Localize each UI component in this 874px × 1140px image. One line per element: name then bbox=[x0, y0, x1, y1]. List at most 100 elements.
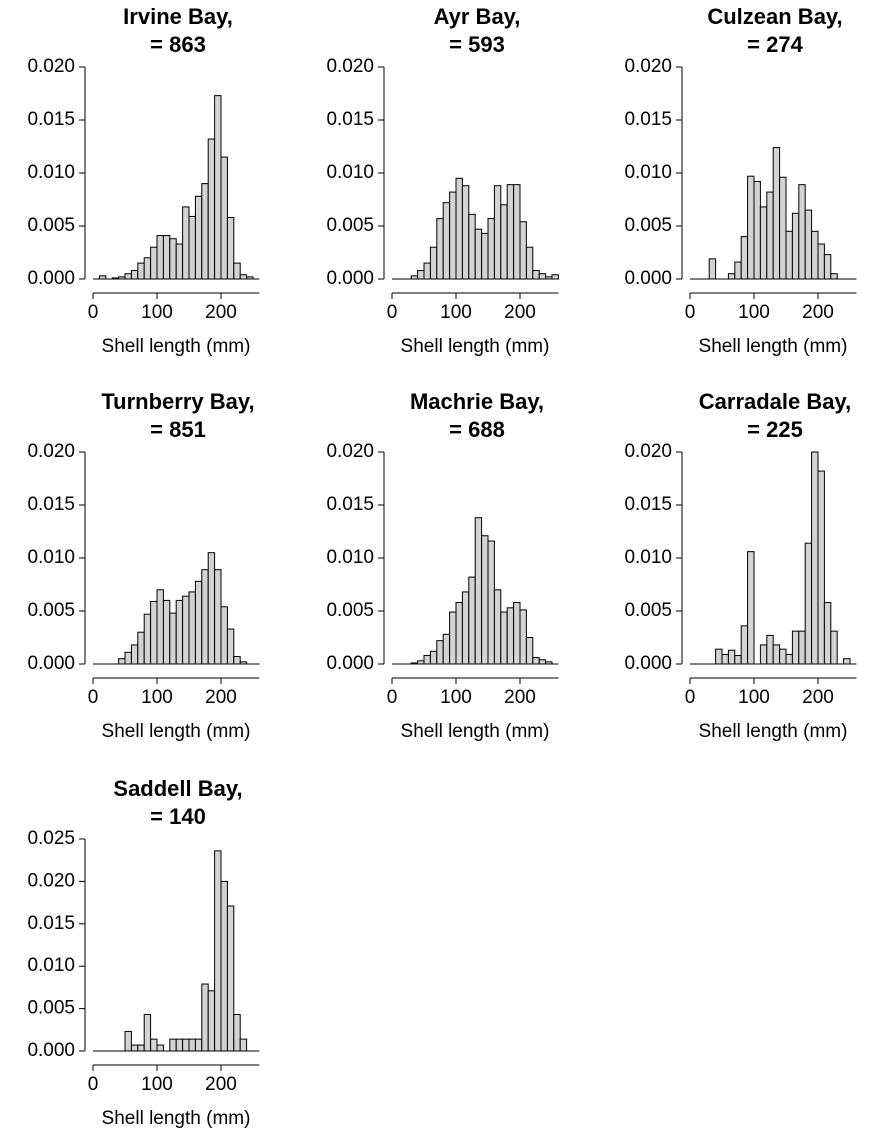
y-tick-label: 0.005 bbox=[624, 600, 672, 621]
x-tick-label: 200 bbox=[205, 1074, 237, 1095]
bar bbox=[194, 580, 203, 665]
bar bbox=[150, 246, 158, 280]
y-tick-label: 0.005 bbox=[27, 215, 75, 236]
bar bbox=[779, 176, 787, 280]
bar bbox=[226, 628, 235, 665]
bar bbox=[772, 644, 781, 665]
x-axis-label: Shell length (mm) bbox=[401, 336, 550, 357]
bar bbox=[124, 273, 132, 280]
x-axis-label: Shell length (mm) bbox=[102, 336, 251, 357]
bar bbox=[246, 276, 254, 280]
y-tick-label: 0.000 bbox=[27, 653, 75, 674]
bar bbox=[830, 273, 838, 280]
bar bbox=[417, 660, 425, 665]
bar bbox=[791, 212, 800, 280]
bar bbox=[545, 661, 553, 665]
bar bbox=[429, 650, 438, 665]
bar bbox=[130, 270, 139, 280]
bar bbox=[843, 658, 851, 665]
bar bbox=[525, 637, 534, 665]
y-tick-label: 0.005 bbox=[27, 998, 75, 1019]
bar bbox=[734, 655, 742, 665]
bar bbox=[747, 175, 755, 280]
bar bbox=[410, 662, 419, 665]
bar bbox=[487, 540, 495, 665]
x-tick-label: 100 bbox=[738, 302, 770, 323]
bar bbox=[226, 905, 235, 1052]
bar bbox=[538, 273, 547, 280]
bar bbox=[798, 184, 806, 280]
x-axis-label: Shell length (mm) bbox=[102, 1108, 251, 1129]
x-tick-label: 0 bbox=[387, 302, 398, 323]
x-tick-label: 100 bbox=[440, 687, 472, 708]
bar bbox=[519, 609, 527, 665]
x-tick-label: 100 bbox=[141, 687, 173, 708]
y-tick-label: 0.000 bbox=[27, 1040, 75, 1061]
bar bbox=[753, 180, 761, 280]
bar bbox=[804, 542, 813, 665]
bar bbox=[118, 658, 126, 665]
bar bbox=[130, 1044, 139, 1052]
x-tick-label: 100 bbox=[738, 687, 770, 708]
bar bbox=[436, 640, 444, 665]
bar bbox=[506, 607, 515, 665]
bar bbox=[811, 451, 819, 665]
bar bbox=[239, 1038, 248, 1052]
bar bbox=[169, 612, 177, 665]
x-tick-label: 200 bbox=[504, 687, 536, 708]
x-axis-label: Shell length (mm) bbox=[699, 336, 848, 357]
y-tick-label: 0.010 bbox=[624, 162, 672, 183]
bar bbox=[201, 183, 209, 280]
bar bbox=[532, 657, 540, 665]
bar bbox=[727, 649, 736, 665]
x-tick-label: 100 bbox=[141, 1074, 173, 1095]
bar bbox=[708, 258, 717, 280]
x-tick-label: 0 bbox=[88, 302, 99, 323]
y-tick-label: 0.000 bbox=[624, 653, 672, 674]
chart-title: Irvine Bay, bbox=[123, 4, 233, 29]
bar bbox=[214, 569, 222, 665]
bar bbox=[766, 191, 774, 280]
bar bbox=[804, 209, 813, 280]
bar bbox=[747, 551, 755, 665]
bar bbox=[727, 273, 736, 280]
bar bbox=[124, 1030, 132, 1052]
bar bbox=[410, 275, 419, 280]
bar bbox=[830, 630, 838, 665]
bar bbox=[156, 589, 164, 665]
y-tick-label: 0.015 bbox=[27, 913, 75, 934]
bar bbox=[442, 202, 451, 280]
bar bbox=[442, 633, 451, 665]
y-tick-label: 0.020 bbox=[624, 441, 672, 462]
x-axis-label: Shell length (mm) bbox=[401, 721, 550, 742]
x-tick-label: 100 bbox=[141, 302, 173, 323]
bar bbox=[798, 630, 806, 665]
bar bbox=[538, 659, 547, 665]
y-tick-label: 0.005 bbox=[624, 215, 672, 236]
y-tick-label: 0.020 bbox=[27, 441, 75, 462]
bar bbox=[162, 599, 171, 665]
bar bbox=[721, 653, 729, 665]
bar bbox=[779, 648, 787, 665]
y-tick-label: 0.010 bbox=[27, 547, 75, 568]
bar bbox=[233, 1014, 241, 1052]
bar bbox=[785, 230, 793, 280]
bar bbox=[150, 600, 158, 665]
x-tick-label: 0 bbox=[88, 1074, 99, 1095]
bar bbox=[423, 655, 431, 665]
bar bbox=[156, 1044, 164, 1052]
bar bbox=[143, 613, 152, 665]
chart-subtitle: = 863 bbox=[150, 32, 206, 57]
bar bbox=[188, 591, 196, 665]
bar bbox=[233, 262, 241, 280]
bar bbox=[551, 274, 559, 280]
bar bbox=[481, 535, 489, 665]
bar bbox=[130, 644, 139, 665]
y-tick-label: 0.010 bbox=[326, 547, 374, 568]
chart-subtitle: = 225 bbox=[747, 417, 803, 442]
chart-subtitle: = 593 bbox=[449, 32, 505, 57]
bar bbox=[182, 1038, 190, 1052]
chart-title: Saddell Bay, bbox=[113, 776, 242, 801]
bar bbox=[500, 204, 508, 280]
bar bbox=[468, 213, 476, 280]
